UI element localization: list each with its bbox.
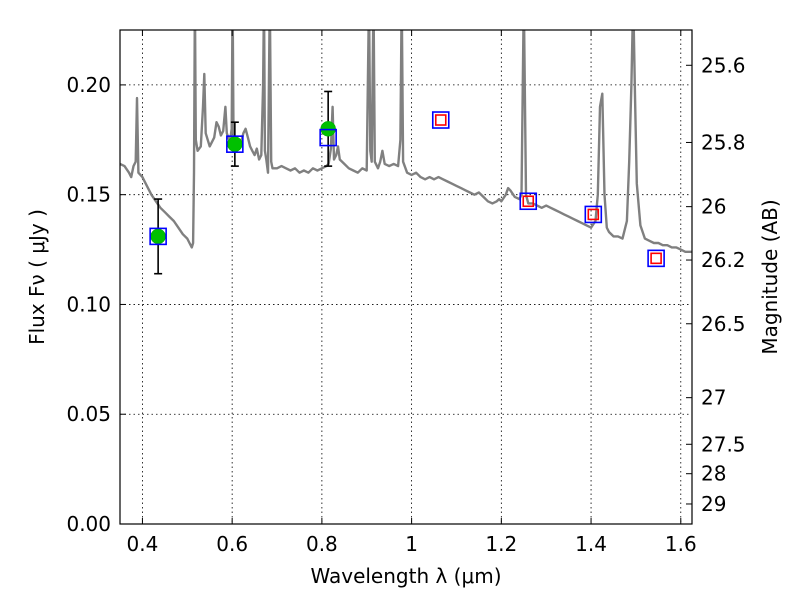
model-blue-square xyxy=(226,135,244,153)
x-tick-label: 1 xyxy=(405,532,418,556)
right-tick-label: 27.5 xyxy=(701,432,746,456)
y-tick-label: 0.05 xyxy=(66,402,111,426)
x-tick-label: 1.2 xyxy=(485,532,517,556)
model-blue-square xyxy=(647,249,665,268)
right-tick-label: 29 xyxy=(701,492,726,516)
y-tick-label: 0.20 xyxy=(66,73,111,97)
axes: 0.4 0.6 0.8 1 1.2 1.4 1.6 0.00 0.05 0.10 0.15 0.20 2… xyxy=(66,30,746,556)
spectrum-line xyxy=(120,30,692,253)
x-tick-label: 0.6 xyxy=(216,532,248,556)
right-tick-label: 25.8 xyxy=(701,130,746,154)
y-tick-label: 0.00 xyxy=(66,512,111,536)
y-axis-title: Flux Fν ( μJy ) xyxy=(25,209,49,345)
y-tick-label: 0.10 xyxy=(66,292,111,316)
right-tick-label: 28 xyxy=(701,462,726,486)
y-axis-right-title: Magnitude (AB) xyxy=(758,199,782,354)
model-red-square xyxy=(434,114,447,126)
observed-point xyxy=(150,228,166,245)
model-blue-square xyxy=(149,227,167,246)
y-tick-label: 0.15 xyxy=(66,183,111,207)
right-tick-label: 25.6 xyxy=(701,53,746,77)
plot-area xyxy=(120,30,692,275)
x-tick-label: 1.4 xyxy=(575,532,607,556)
model-red-square xyxy=(522,195,535,208)
model-red-square xyxy=(650,252,662,265)
model-blue-square xyxy=(319,128,337,147)
x-tick-label: 0.8 xyxy=(306,532,338,556)
x-tick-label: 1.6 xyxy=(665,532,697,556)
model-blue-square xyxy=(519,192,538,211)
axes-frame xyxy=(119,29,693,525)
right-tick-label: 27 xyxy=(701,386,726,410)
model-red-square xyxy=(587,208,600,221)
right-tick-label: 26.5 xyxy=(701,312,746,336)
right-tick-label: 26 xyxy=(701,195,726,219)
x-axis-title: Wavelength λ (μm) xyxy=(310,564,501,588)
observed-point xyxy=(227,136,243,152)
model-blue-square xyxy=(431,111,450,129)
right-tick-label: 26.2 xyxy=(701,248,746,272)
model-blue-square xyxy=(584,205,603,224)
x-tick-label: 0.4 xyxy=(127,532,159,556)
